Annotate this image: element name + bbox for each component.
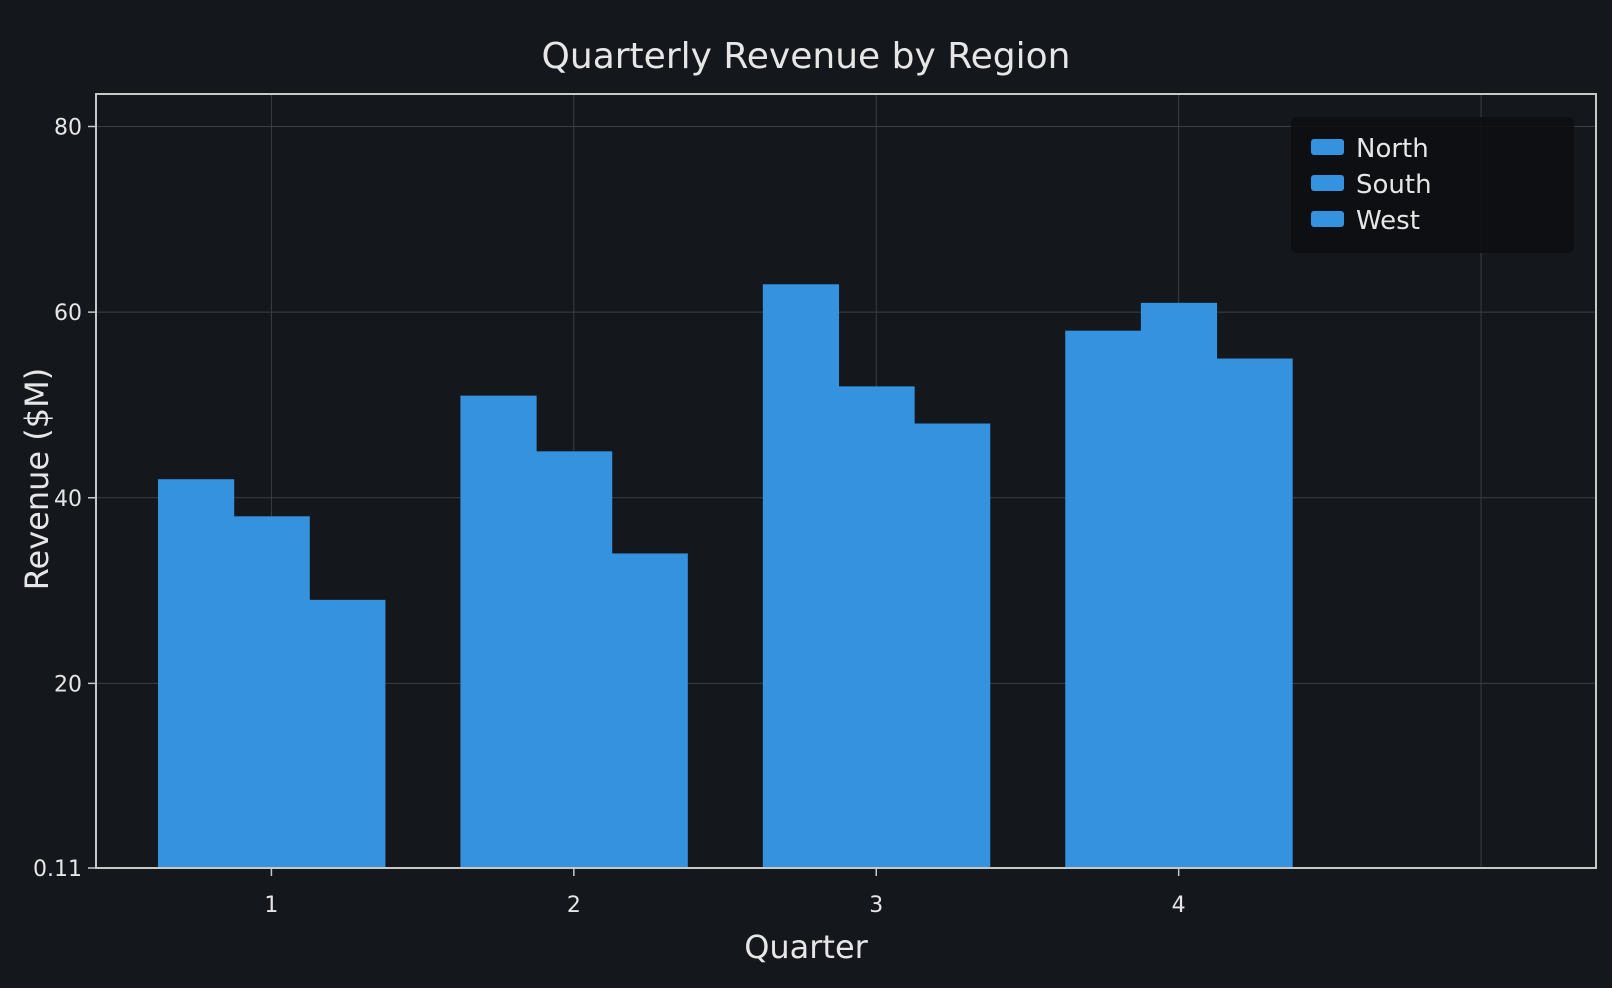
bar-north-q3 [762, 284, 840, 868]
legend-label-north: North [1356, 134, 1429, 164]
legend-label-west: West [1356, 206, 1420, 236]
bar-north-q2 [460, 395, 537, 868]
y-tick-label: 40 [54, 487, 82, 512]
bar-west-q3 [914, 423, 991, 868]
bars [157, 284, 1293, 868]
legend-swatch-north [1311, 139, 1344, 155]
x-tick-label: 3 [869, 893, 883, 918]
bar-west-q4 [1216, 358, 1293, 868]
bar-south-q1 [233, 516, 310, 868]
y-axis-label: Revenue ($M) [18, 368, 56, 590]
plot-frame [95, 93, 1597, 869]
y-tick-label: 20 [54, 672, 82, 697]
bar-south-q4 [1140, 302, 1218, 868]
bar-west-q2 [611, 553, 688, 868]
chart-title: Quarterly Revenue by Region [542, 36, 1071, 77]
x-tick-label: 1 [264, 893, 278, 918]
x-tick-label: 2 [567, 893, 581, 918]
y-tick-label: 80 [54, 115, 82, 140]
legend-label-south: South [1356, 170, 1432, 200]
y-tick-label: 0.11 [33, 857, 82, 882]
legend-swatch-west [1311, 211, 1344, 227]
bar-north-q1 [157, 479, 235, 868]
legend-swatch-south [1311, 175, 1344, 191]
bar-south-q3 [838, 386, 915, 868]
legend: North South West [1291, 117, 1574, 253]
bar-north-q4 [1065, 330, 1142, 868]
bar-west-q1 [309, 599, 386, 868]
bar-south-q2 [536, 451, 613, 868]
x-axis-label: Quarter [744, 928, 868, 966]
y-tick-label: 60 [54, 301, 82, 326]
legend-box [1291, 117, 1574, 253]
x-tick-label: 4 [1172, 893, 1186, 918]
axis-ticks: 0.11 20 40 60 80 1 2 3 4 [33, 115, 1186, 918]
